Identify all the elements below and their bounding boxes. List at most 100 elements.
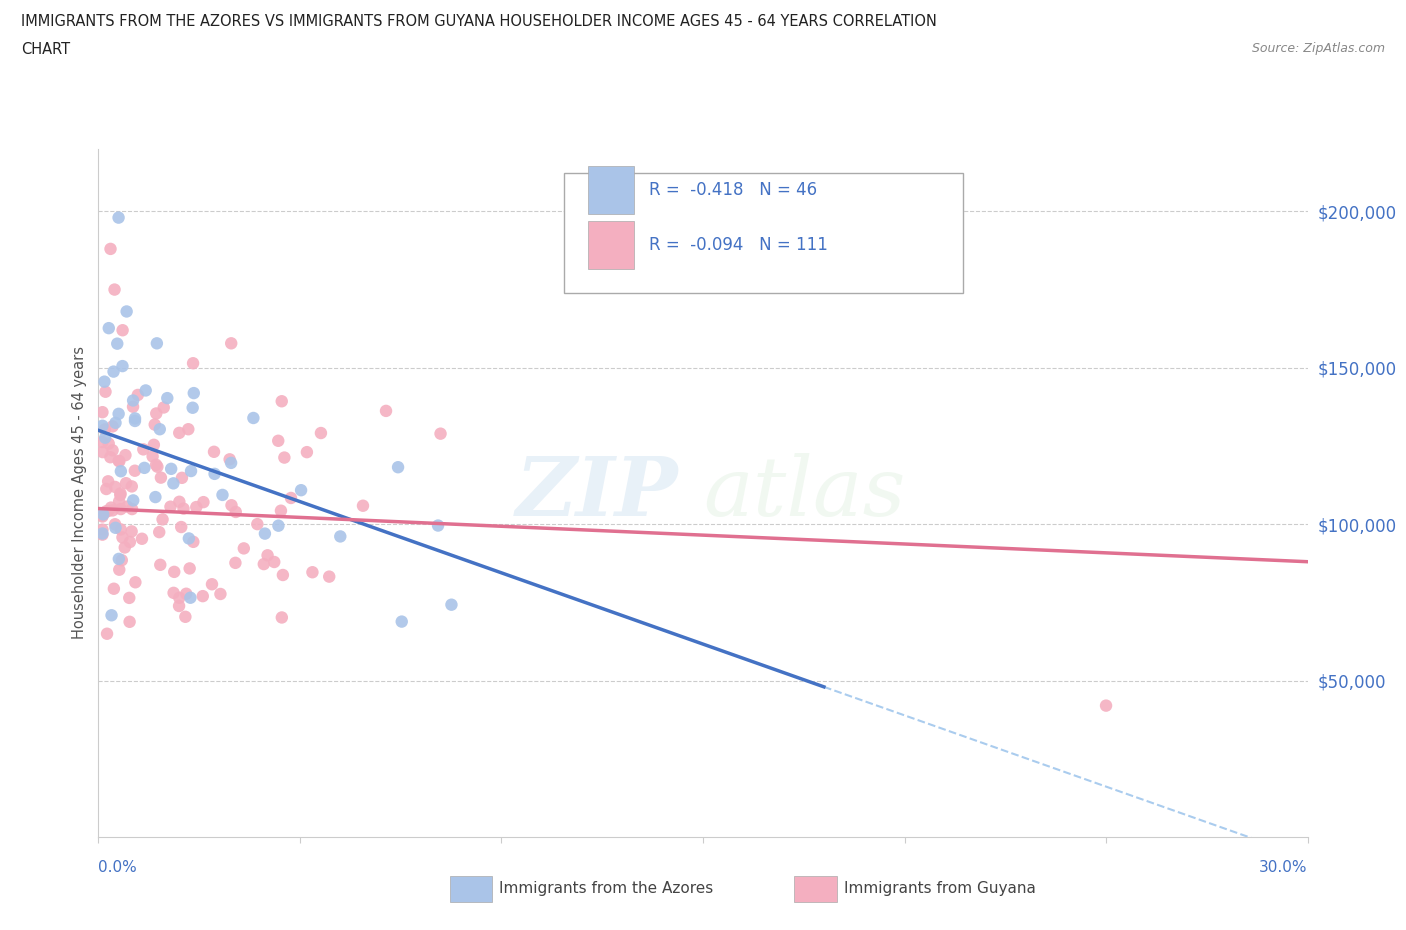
Point (103, 581, 125, 596)
Point (115, 304, 138, 319)
Point (97, 436, 120, 451)
Point (209, 587, 232, 602)
Point (94, 384, 117, 399)
Point (219, 336, 242, 351)
Point (111, 359, 134, 374)
Point (179, 561, 201, 576)
Point (440, 597, 463, 612)
FancyBboxPatch shape (588, 221, 634, 270)
Point (225, 504, 247, 519)
Point (94, 431, 117, 445)
Point (174, 609, 197, 624)
Point (149, 471, 172, 485)
Point (170, 520, 193, 535)
Point (121, 501, 143, 516)
Point (111, 323, 134, 338)
Point (162, 476, 184, 491)
Point (98, 450, 121, 465)
Point (110, 522, 132, 537)
Point (115, 476, 138, 491)
Point (101, 443, 124, 458)
Point (111, 552, 134, 567)
Point (174, 586, 197, 601)
Point (110, 464, 132, 479)
Point (253, 526, 276, 541)
Point (117, 499, 139, 514)
Point (145, 489, 167, 504)
Point (167, 425, 190, 440)
Point (177, 422, 200, 437)
Point (118, 615, 141, 630)
Point (202, 445, 225, 459)
Point (145, 406, 167, 421)
Point (221, 498, 243, 512)
Text: CHART: CHART (21, 42, 70, 57)
Point (110, 486, 132, 501)
Point (104, 416, 127, 431)
Point (270, 610, 292, 625)
Point (270, 393, 292, 408)
Point (124, 411, 146, 426)
Point (329, 529, 352, 544)
Point (127, 388, 149, 403)
Point (122, 493, 145, 508)
Point (122, 393, 145, 408)
Point (114, 447, 136, 462)
Point (142, 437, 165, 452)
Point (135, 383, 157, 398)
Point (100, 500, 122, 515)
Point (111, 530, 134, 545)
Point (131, 531, 153, 546)
Point (163, 565, 186, 579)
Point (103, 365, 125, 379)
Point (179, 591, 201, 605)
FancyBboxPatch shape (588, 166, 634, 214)
Point (177, 531, 200, 546)
Point (124, 414, 146, 429)
Point (267, 518, 290, 533)
Point (273, 450, 295, 465)
Point (181, 356, 204, 371)
Point (91, 405, 114, 419)
Point (280, 490, 302, 505)
Point (186, 499, 208, 514)
Point (183, 386, 205, 401)
Point (91, 527, 114, 542)
Point (134, 460, 156, 475)
Text: Immigrants from the Azores: Immigrants from the Azores (499, 881, 713, 896)
Point (387, 459, 409, 474)
Point (295, 445, 318, 459)
Point (318, 569, 340, 584)
Point (96, 482, 118, 497)
Point (124, 575, 146, 590)
Point (100, 242, 122, 257)
Point (271, 567, 294, 582)
Point (103, 282, 125, 297)
Text: 30.0%: 30.0% (1260, 860, 1308, 875)
Text: Immigrants from Guyana: Immigrants from Guyana (844, 881, 1035, 896)
Point (146, 459, 169, 474)
Point (132, 442, 155, 457)
Point (93, 374, 115, 389)
Point (97, 504, 120, 519)
Point (193, 495, 215, 510)
Point (91, 445, 114, 459)
Point (309, 426, 332, 441)
Point (91, 509, 114, 524)
Point (253, 557, 276, 572)
Point (105, 337, 128, 352)
Point (122, 399, 145, 414)
Point (204, 467, 226, 482)
Text: 0.0%: 0.0% (98, 860, 138, 875)
Point (100, 608, 122, 623)
Text: R =  -0.418   N = 46: R = -0.418 N = 46 (648, 181, 817, 199)
Point (173, 501, 195, 516)
Point (118, 535, 141, 550)
Point (352, 498, 374, 513)
Point (107, 210, 129, 225)
Point (156, 391, 179, 405)
Point (224, 555, 246, 570)
Point (149, 422, 172, 437)
Point (391, 614, 413, 629)
Point (94, 422, 117, 437)
